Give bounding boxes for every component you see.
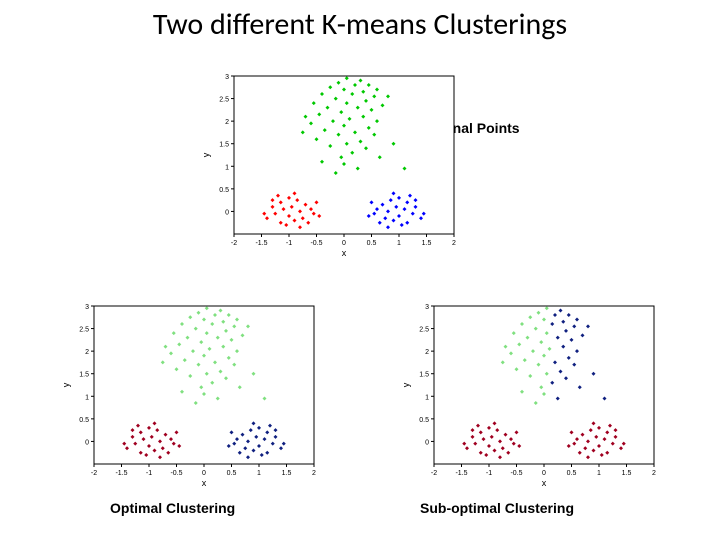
chart-original-points: -2 -1.5 -1 -0.5 0 0.5 1 1.5 2 0 0.5 1 1.5 2 2.5 3 x y (200, 70, 460, 260)
svg-text:-2: -2 (431, 470, 437, 477)
svg-text:0.5: 0.5 (567, 470, 577, 477)
svg-text:0: 0 (85, 439, 89, 446)
svg-text:1.5: 1.5 (282, 470, 292, 477)
svg-text:3: 3 (225, 74, 229, 81)
svg-text:0.5: 0.5 (79, 417, 89, 424)
svg-text:-1.5: -1.5 (115, 470, 127, 477)
svg-text:y: y (401, 382, 411, 387)
svg-text:0.5: 0.5 (219, 187, 229, 194)
svg-text:-1.5: -1.5 (255, 240, 267, 247)
svg-text:1.5: 1.5 (419, 372, 429, 379)
chart-suboptimal-clustering: -2 -1.5 -1 -0.5 0 0.5 1 1.5 2 0 0.5 1 1.5 2 2.5 3 x y (400, 300, 660, 490)
svg-text:2: 2 (312, 470, 316, 477)
svg-text:-0.5: -0.5 (310, 240, 322, 247)
chart-optimal-clustering: -2 -1.5 -1 -0.5 0 0.5 1 1.5 2 0 0.5 1 1.5 2 2.5 3 x y (60, 300, 320, 490)
svg-text:0: 0 (542, 470, 546, 477)
svg-text:2: 2 (225, 119, 229, 126)
svg-text:1: 1 (257, 470, 261, 477)
svg-text:3: 3 (425, 304, 429, 311)
svg-text:0.5: 0.5 (419, 417, 429, 424)
svg-text:0: 0 (225, 209, 229, 216)
svg-text:y: y (61, 382, 71, 387)
svg-text:-1: -1 (286, 240, 292, 247)
svg-text:2.5: 2.5 (419, 327, 429, 334)
svg-text:0.5: 0.5 (227, 470, 237, 477)
svg-text:1: 1 (85, 394, 89, 401)
svg-text:-1: -1 (486, 470, 492, 477)
svg-text:-0.5: -0.5 (170, 470, 182, 477)
svg-text:3: 3 (85, 304, 89, 311)
svg-text:2.5: 2.5 (79, 327, 89, 334)
svg-text:1.5: 1.5 (422, 240, 432, 247)
svg-text:-1.5: -1.5 (455, 470, 467, 477)
svg-text:1: 1 (225, 164, 229, 171)
svg-text:0: 0 (202, 470, 206, 477)
svg-text:1.5: 1.5 (79, 372, 89, 379)
svg-text:1.5: 1.5 (219, 142, 229, 149)
label-suboptimal: Sub-optimal Clustering (420, 500, 574, 516)
svg-text:-2: -2 (231, 240, 237, 247)
label-optimal: Optimal Clustering (110, 500, 235, 516)
svg-text:2: 2 (85, 349, 89, 356)
svg-text:0: 0 (342, 240, 346, 247)
slide-title: Two different K-means Clusterings (0, 6, 720, 43)
svg-text:-0.5: -0.5 (510, 470, 522, 477)
svg-text:1: 1 (597, 470, 601, 477)
svg-text:0: 0 (425, 439, 429, 446)
svg-text:1: 1 (397, 240, 401, 247)
svg-text:x: x (202, 478, 207, 488)
svg-text:1.5: 1.5 (622, 470, 632, 477)
svg-text:x: x (342, 248, 347, 258)
svg-text:-1: -1 (146, 470, 152, 477)
svg-text:1: 1 (425, 394, 429, 401)
svg-text:-2: -2 (91, 470, 97, 477)
svg-text:2.5: 2.5 (219, 97, 229, 104)
svg-text:0.5: 0.5 (367, 240, 377, 247)
svg-text:2: 2 (425, 349, 429, 356)
svg-text:x: x (542, 478, 547, 488)
svg-text:y: y (201, 152, 211, 157)
svg-text:2: 2 (452, 240, 456, 247)
svg-text:2: 2 (652, 470, 656, 477)
